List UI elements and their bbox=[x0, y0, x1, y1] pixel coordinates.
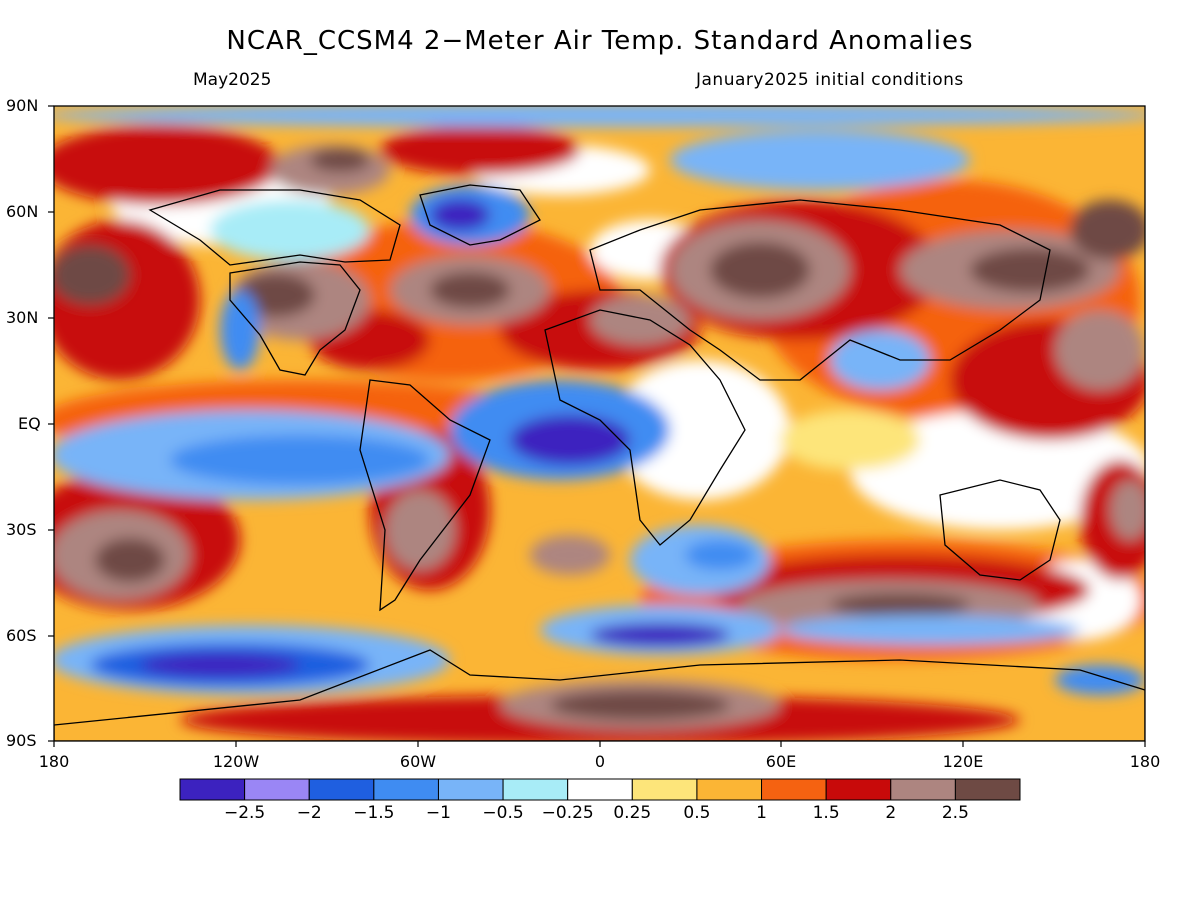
lon-label-60e: 60E bbox=[765, 752, 797, 771]
colorbar-label: −0.5 bbox=[482, 803, 524, 823]
colorbar-label: −1.5 bbox=[353, 803, 395, 823]
colorbar-swatch bbox=[373, 778, 439, 801]
colorbar-swatch bbox=[631, 778, 698, 801]
colorbar-label: 2 bbox=[885, 803, 897, 823]
colorbar-label: 0.5 bbox=[683, 803, 711, 823]
colorbar bbox=[179, 778, 1021, 801]
colorbar-swatch bbox=[502, 778, 569, 801]
lon-label-0: 0 bbox=[594, 752, 606, 771]
colorbar-label: −2 bbox=[296, 803, 322, 823]
map-title: NCAR_CCSM4 2−Meter Air Temp. Standard An… bbox=[226, 26, 974, 56]
axis-ticks bbox=[48, 105, 1146, 747]
lon-label-120w: 120W bbox=[212, 752, 260, 771]
colorbar-swatch bbox=[954, 778, 1021, 801]
colorbar-label: 1 bbox=[756, 803, 767, 823]
colorbar-swatch bbox=[567, 778, 633, 801]
colorbar-swatch bbox=[437, 778, 504, 801]
colorbar-swatch bbox=[825, 778, 892, 801]
colorbar-label: −0.25 bbox=[541, 803, 594, 823]
colorbar-swatch bbox=[244, 778, 310, 801]
colorbar-label: 0.25 bbox=[613, 803, 652, 823]
colorbar-swatch bbox=[696, 778, 763, 801]
lat-label-60s: 60S bbox=[6, 626, 37, 645]
lon-label-60w: 60W bbox=[399, 752, 437, 771]
colorbar-swatch bbox=[761, 778, 827, 801]
lat-label-30n: 30N bbox=[6, 308, 39, 327]
lat-label-30s: 30S bbox=[6, 520, 37, 539]
colorbar-swatch bbox=[179, 778, 246, 801]
colorbar-swatch bbox=[890, 778, 956, 801]
lon-label-180w: 180 bbox=[38, 752, 70, 771]
lat-label-90s: 90S bbox=[6, 731, 37, 750]
lat-label-eq: EQ bbox=[18, 414, 41, 433]
colorbar-label: −2.5 bbox=[223, 803, 266, 823]
colorbar-label: 2.5 bbox=[941, 803, 969, 823]
lon-label-120e: 120E bbox=[942, 752, 984, 771]
lat-label-60n: 60N bbox=[6, 202, 39, 221]
initial-conditions: January2025 initial conditions bbox=[696, 70, 964, 90]
colorbar-label: −1 bbox=[425, 803, 451, 823]
colorbar-swatch bbox=[308, 778, 375, 801]
coastlines bbox=[54, 184, 1145, 741]
colorbar-label: 1.5 bbox=[812, 803, 840, 823]
forecast-month: May2025 bbox=[193, 70, 272, 90]
lat-label-90n: 90N bbox=[6, 96, 39, 115]
lon-label-180e: 180 bbox=[1129, 752, 1161, 771]
anomaly-field bbox=[54, 106, 1145, 741]
